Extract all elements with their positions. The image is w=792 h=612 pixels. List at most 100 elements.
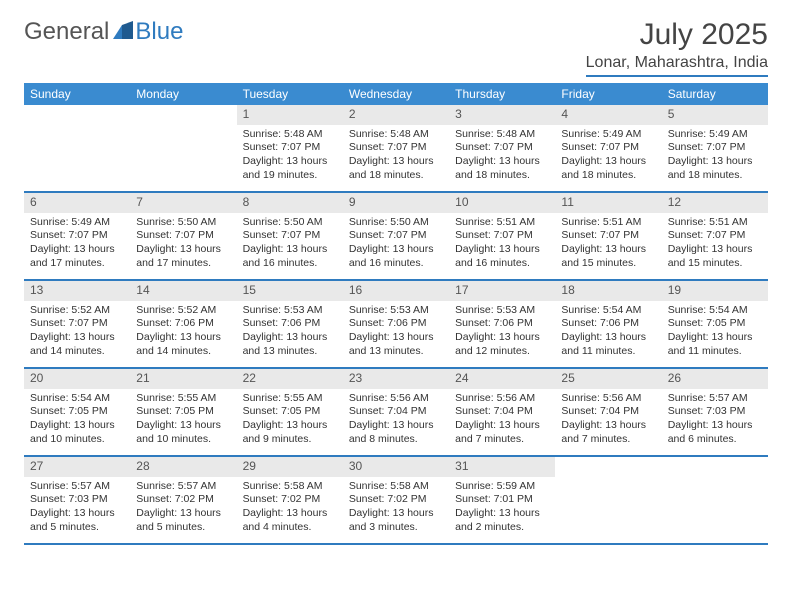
sunset-line: Sunset: 7:06 PM bbox=[136, 317, 230, 331]
sunset-line: Sunset: 7:07 PM bbox=[243, 229, 337, 243]
daylight-line: Daylight: 13 hours and 13 minutes. bbox=[349, 331, 443, 358]
day-number: 10 bbox=[449, 193, 555, 213]
daylight-line: Daylight: 13 hours and 11 minutes. bbox=[561, 331, 655, 358]
day-number: 12 bbox=[662, 193, 768, 213]
daylight-line: Daylight: 13 hours and 3 minutes. bbox=[349, 507, 443, 534]
sunset-line: Sunset: 7:07 PM bbox=[243, 141, 337, 155]
day-number: 25 bbox=[555, 369, 661, 389]
daylight-line: Daylight: 13 hours and 16 minutes. bbox=[243, 243, 337, 270]
day-cell: 22Sunrise: 5:55 AMSunset: 7:05 PMDayligh… bbox=[237, 369, 343, 455]
sunrise-line: Sunrise: 5:51 AM bbox=[455, 216, 549, 230]
day-cell: 26 Sunrise: 5:57 AMSunset: 7:03 PMDayligh… bbox=[662, 369, 768, 455]
day-number: 11 bbox=[555, 193, 661, 213]
sunset-line: Sunset: 7:05 PM bbox=[668, 317, 762, 331]
day-cell: 18Sunrise: 5:54 AMSunset: 7:06 PMDayligh… bbox=[555, 281, 661, 367]
day-number: 19 bbox=[662, 281, 768, 301]
day-cell: 24Sunrise: 5:56 AMSunset: 7:04 PMDayligh… bbox=[449, 369, 555, 455]
sunset-line: Sunset: 7:03 PM bbox=[30, 493, 124, 507]
sunrise-line: Sunrise: 5:55 AM bbox=[136, 392, 230, 406]
sunrise-line: Sunrise: 5:49 AM bbox=[30, 216, 124, 230]
week-row: 6Sunrise: 5:49 AMSunset: 7:07 PMDaylight… bbox=[24, 193, 768, 281]
sunset-line: Sunset: 7:05 PM bbox=[136, 405, 230, 419]
day-number: 1 bbox=[237, 105, 343, 125]
day-cell: 2Sunrise: 5:48 AMSunset: 7:07 PMDaylight… bbox=[343, 105, 449, 191]
day-number: 29 bbox=[237, 457, 343, 477]
sunrise-line: Sunrise: 5:48 AM bbox=[349, 128, 443, 142]
sunset-line: Sunset: 7:06 PM bbox=[561, 317, 655, 331]
day-number: 18 bbox=[555, 281, 661, 301]
day-number: 24 bbox=[449, 369, 555, 389]
sunset-line: Sunset: 7:02 PM bbox=[136, 493, 230, 507]
weekday-header-cell: Sunday bbox=[24, 83, 130, 105]
day-number: 14 bbox=[130, 281, 236, 301]
calendar: SundayMondayTuesdayWednesdayThursdayFrid… bbox=[24, 83, 768, 545]
daylight-line: Daylight: 13 hours and 17 minutes. bbox=[30, 243, 124, 270]
sunset-line: Sunset: 7:06 PM bbox=[243, 317, 337, 331]
day-cell: 21 Sunrise: 5:55 AMSunset: 7:05 PMDayligh… bbox=[130, 369, 236, 455]
sunrise-line: Sunrise: 5:56 AM bbox=[349, 392, 443, 406]
daylight-line: Daylight: 13 hours and 6 minutes. bbox=[668, 419, 762, 446]
day-number: 6 bbox=[24, 193, 130, 213]
daylight-line: Daylight: 13 hours and 15 minutes. bbox=[561, 243, 655, 270]
day-cell: 11Sunrise: 5:51 AMSunset: 7:07 PMDayligh… bbox=[555, 193, 661, 279]
day-cell: 20Sunrise: 5:54 AMSunset: 7:05 PMDayligh… bbox=[24, 369, 130, 455]
day-number: 3 bbox=[449, 105, 555, 125]
day-cell: 30Sunrise: 5:58 AMSunset: 7:02 PMDayligh… bbox=[343, 457, 449, 543]
day-cell: 25Sunrise: 5:56 AMSunset: 7:04 PMDayligh… bbox=[555, 369, 661, 455]
header: General Blue July 2025 Lonar, Maharashtr… bbox=[24, 18, 768, 77]
weekday-header-cell: Tuesday bbox=[237, 83, 343, 105]
daylight-line: Daylight: 13 hours and 19 minutes. bbox=[243, 155, 337, 182]
day-number: 31 bbox=[449, 457, 555, 477]
week-row: 1Sunrise: 5:48 AMSunset: 7:07 PMDaylight… bbox=[24, 105, 768, 193]
day-number: 8 bbox=[237, 193, 343, 213]
sunrise-line: Sunrise: 5:54 AM bbox=[30, 392, 124, 406]
daylight-line: Daylight: 13 hours and 18 minutes. bbox=[455, 155, 549, 182]
day-number-empty bbox=[555, 457, 661, 477]
day-cell bbox=[662, 457, 768, 543]
day-number: 4 bbox=[555, 105, 661, 125]
sunset-line: Sunset: 7:07 PM bbox=[30, 317, 124, 331]
sunrise-line: Sunrise: 5:51 AM bbox=[668, 216, 762, 230]
daylight-line: Daylight: 13 hours and 18 minutes. bbox=[668, 155, 762, 182]
sunset-line: Sunset: 7:07 PM bbox=[349, 229, 443, 243]
location-label: Lonar, Maharashtra, India bbox=[586, 54, 768, 77]
day-cell: 28Sunrise: 5:57 AMSunset: 7:02 PMDayligh… bbox=[130, 457, 236, 543]
sunrise-line: Sunrise: 5:53 AM bbox=[243, 304, 337, 318]
day-number-empty bbox=[24, 105, 130, 125]
sunset-line: Sunset: 7:04 PM bbox=[561, 405, 655, 419]
sunset-line: Sunset: 7:07 PM bbox=[136, 229, 230, 243]
daylight-line: Daylight: 13 hours and 10 minutes. bbox=[136, 419, 230, 446]
day-number: 22 bbox=[237, 369, 343, 389]
day-cell: 3Sunrise: 5:48 AMSunset: 7:07 PMDaylight… bbox=[449, 105, 555, 191]
weekday-header-cell: Friday bbox=[555, 83, 661, 105]
daylight-line: Daylight: 13 hours and 2 minutes. bbox=[455, 507, 549, 534]
brand-word-1: General bbox=[24, 18, 109, 46]
sunrise-line: Sunrise: 5:51 AM bbox=[561, 216, 655, 230]
day-number: 21 bbox=[130, 369, 236, 389]
brand-mark-icon bbox=[113, 18, 135, 46]
day-cell: 17Sunrise: 5:53 AMSunset: 7:06 PMDayligh… bbox=[449, 281, 555, 367]
sunrise-line: Sunrise: 5:49 AM bbox=[561, 128, 655, 142]
sunset-line: Sunset: 7:05 PM bbox=[30, 405, 124, 419]
day-cell: 13Sunrise: 5:52 AMSunset: 7:07 PMDayligh… bbox=[24, 281, 130, 367]
day-number-empty bbox=[130, 105, 236, 125]
daylight-line: Daylight: 13 hours and 18 minutes. bbox=[349, 155, 443, 182]
sunrise-line: Sunrise: 5:59 AM bbox=[455, 480, 549, 494]
daylight-line: Daylight: 13 hours and 5 minutes. bbox=[136, 507, 230, 534]
day-number: 15 bbox=[237, 281, 343, 301]
daylight-line: Daylight: 13 hours and 16 minutes. bbox=[349, 243, 443, 270]
sunset-line: Sunset: 7:03 PM bbox=[668, 405, 762, 419]
sunrise-line: Sunrise: 5:52 AM bbox=[136, 304, 230, 318]
brand-word-2: Blue bbox=[135, 18, 183, 46]
sunrise-line: Sunrise: 5:50 AM bbox=[136, 216, 230, 230]
day-cell bbox=[130, 105, 236, 191]
sunrise-line: Sunrise: 5:57 AM bbox=[668, 392, 762, 406]
daylight-line: Daylight: 13 hours and 8 minutes. bbox=[349, 419, 443, 446]
sunset-line: Sunset: 7:07 PM bbox=[30, 229, 124, 243]
sunset-line: Sunset: 7:04 PM bbox=[349, 405, 443, 419]
day-number: 26 bbox=[662, 369, 768, 389]
day-number: 2 bbox=[343, 105, 449, 125]
day-cell: 31 Sunrise: 5:59 AMSunset: 7:01 PMDayligh… bbox=[449, 457, 555, 543]
day-cell: 19Sunrise: 5:54 AMSunset: 7:05 PMDayligh… bbox=[662, 281, 768, 367]
sunset-line: Sunset: 7:01 PM bbox=[455, 493, 549, 507]
